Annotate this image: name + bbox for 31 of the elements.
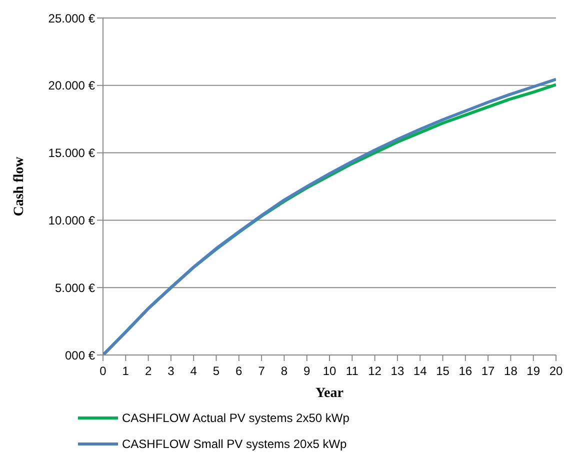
y-tick-label: 20.000 €	[48, 78, 96, 93]
x-tick-label: 0	[100, 364, 107, 378]
y-tick-label: 15.000 €	[48, 146, 96, 160]
x-tick-label: 5	[212, 364, 220, 378]
x-tick-label: 14	[413, 364, 428, 378]
x-tick-label: 3	[168, 364, 175, 378]
x-tick-label: 8	[280, 364, 288, 378]
x-tick-label: 20	[549, 364, 563, 378]
x-tick-label: 2	[144, 364, 152, 378]
x-tick-label: 6	[236, 364, 243, 378]
x-tick-label: 13	[390, 364, 404, 378]
y-tick-label: 000 €	[64, 348, 96, 362]
legend-label: CASHFLOW Small PV systems 20x5 kWp	[122, 436, 347, 453]
legend-label: CASHFLOW Actual PV systems 2x50 kWp	[122, 410, 350, 427]
x-tick-label: 11	[346, 364, 359, 378]
x-tick-label: 17	[481, 364, 496, 378]
x-tick-label: 1	[122, 364, 130, 378]
x-tick-label: 10	[322, 364, 336, 378]
y-axis-title: Cash flow	[12, 156, 27, 216]
x-axis-title: Year	[316, 386, 344, 401]
x-tick-label: 7	[258, 364, 266, 378]
y-tick-label: 25.000 €	[48, 11, 96, 26]
y-tick-label: 10.000 €	[48, 213, 96, 228]
x-tick-label: 19	[526, 364, 540, 378]
x-tick-label: 16	[458, 364, 472, 378]
x-tick-label: 4	[190, 364, 198, 378]
x-tick-label: 9	[304, 364, 311, 378]
x-tick-label: 18	[504, 364, 518, 378]
x-tick-label: 12	[368, 364, 382, 378]
x-tick-label: 15	[436, 364, 450, 378]
y-tick-label: 5.000 €	[54, 280, 96, 295]
